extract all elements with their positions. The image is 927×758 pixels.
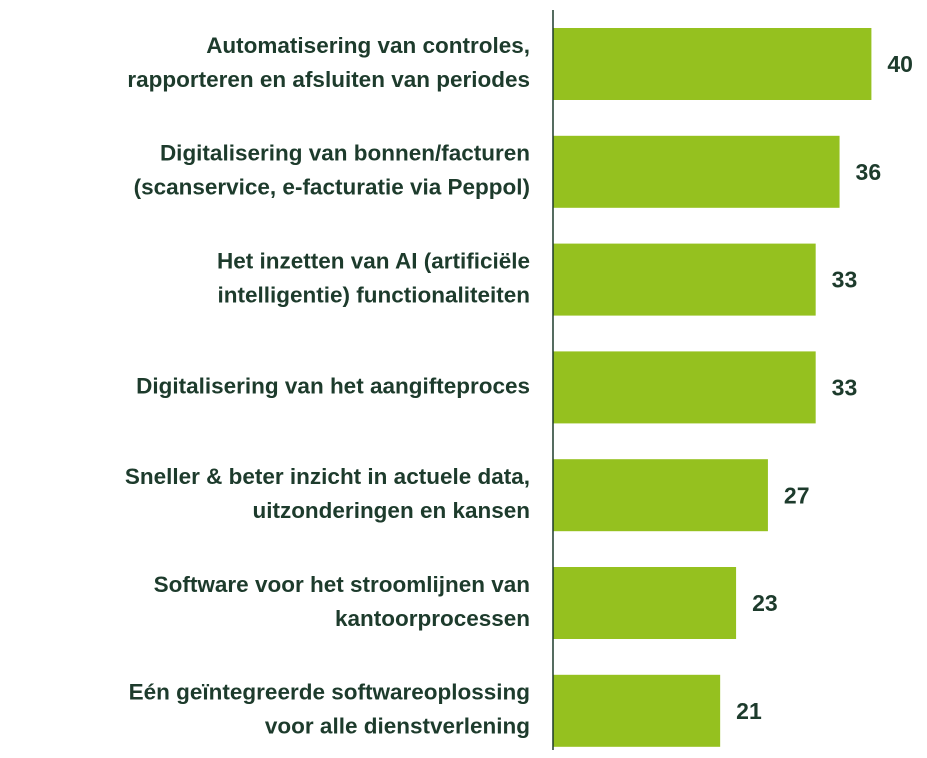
value-label: 33 — [832, 374, 858, 400]
bar — [553, 567, 737, 639]
value-label: 27 — [784, 482, 810, 508]
value-label: 21 — [736, 698, 762, 724]
category-label: Eén geïntegreerde softwareoplossing — [129, 680, 530, 705]
bar — [553, 28, 872, 100]
category-label: Automatisering van controles, — [206, 33, 530, 58]
value-label: 40 — [887, 51, 913, 77]
bar — [553, 674, 721, 747]
category-label: intelligentie) functionaliteiten — [217, 283, 530, 308]
category-label: (scanservice, e-facturatie via Peppol) — [134, 175, 530, 200]
category-label: Het inzetten van AI (artificiële — [217, 249, 530, 274]
bar — [553, 351, 816, 424]
category-label: Sneller & beter inzicht in actuele data, — [125, 464, 530, 489]
bar — [553, 135, 840, 208]
category-label: voor alle dienstverlening — [265, 714, 530, 739]
bar — [553, 459, 768, 532]
value-label: 33 — [832, 267, 858, 293]
category-label: uitzonderingen en kansen — [252, 498, 530, 523]
value-label: 36 — [856, 159, 882, 185]
category-label: Digitalisering van het aangifteproces — [136, 373, 530, 398]
category-label: Software voor het stroomlijnen van — [154, 572, 530, 597]
bar — [553, 243, 816, 316]
category-label: rapporteren en afsluiten van periodes — [127, 67, 530, 92]
category-label: kantoorprocessen — [335, 606, 530, 631]
value-label: 23 — [752, 590, 778, 616]
category-label: Digitalisering van bonnen/facturen — [160, 141, 530, 166]
